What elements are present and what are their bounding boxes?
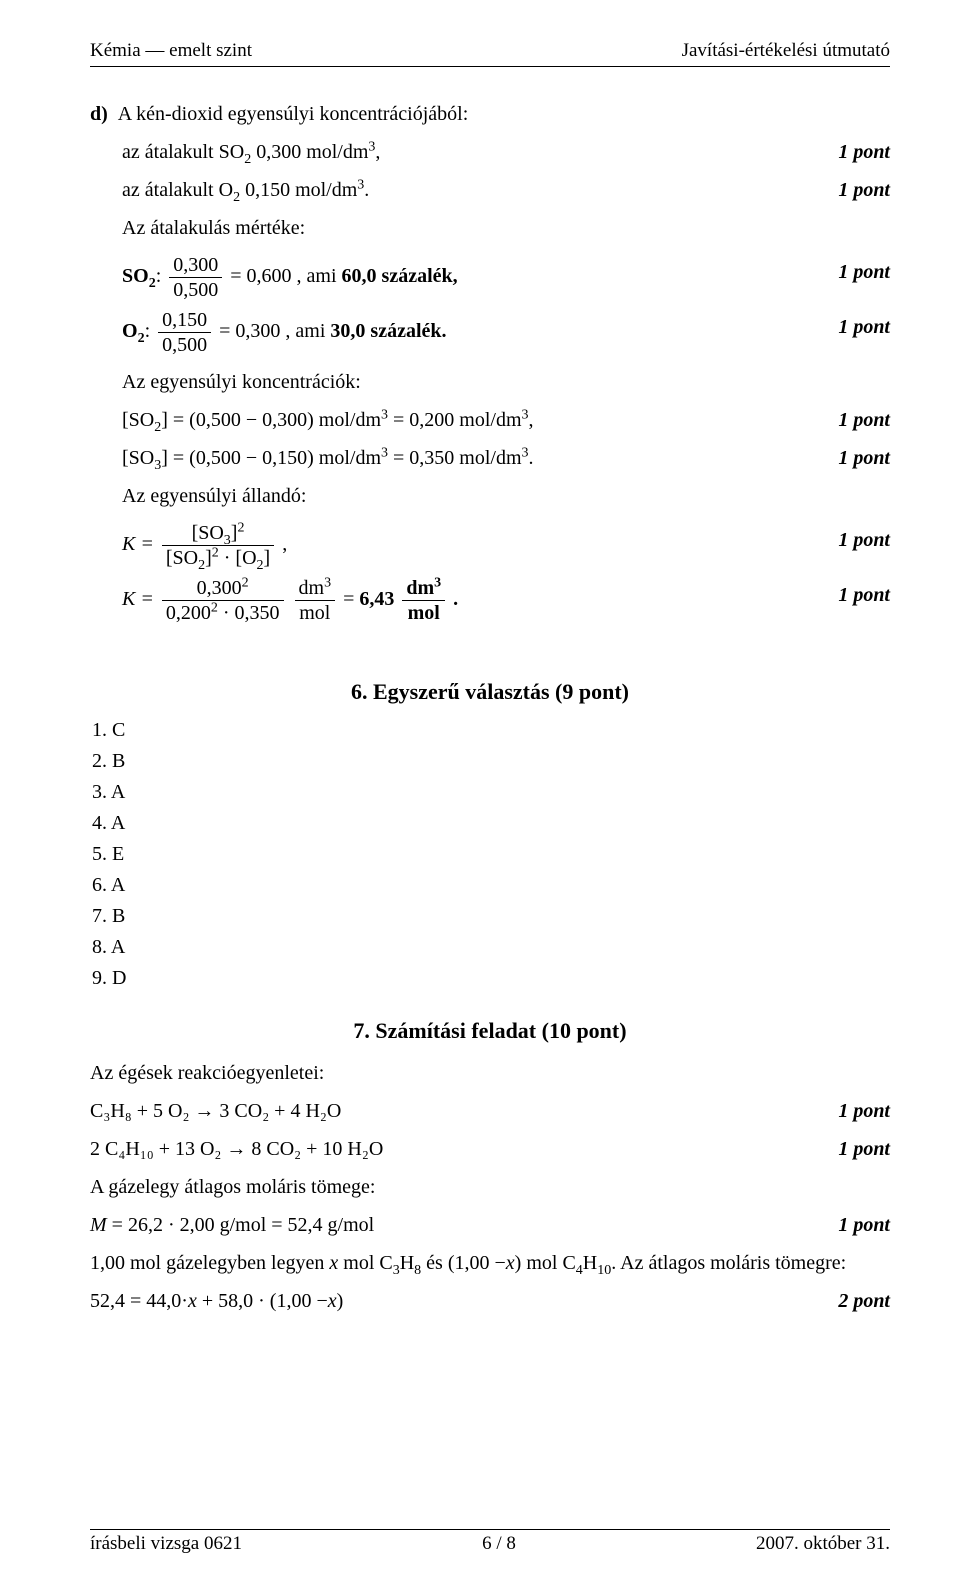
so2-conc: [SO2] = (0,500 − 0,300) mol/dm3 = 0,200 … bbox=[122, 401, 818, 439]
s7-mol-line: 1,00 mol gázelegyben legyen x mol C3H8 é… bbox=[90, 1244, 890, 1282]
section7-title: 7. Számítási feladat (10 pont) bbox=[90, 1018, 890, 1044]
s7-pt4: 2 pont bbox=[818, 1282, 890, 1320]
footer-rule bbox=[90, 1529, 890, 1530]
so2c-b: ] = (0,500 − 0,300) mol/dm bbox=[161, 409, 381, 431]
K-u1d: mol bbox=[295, 601, 336, 625]
s7-pt3: 1 pont bbox=[818, 1206, 890, 1244]
colon1: : bbox=[156, 265, 167, 287]
K-unit1: dm3 mol bbox=[295, 576, 336, 625]
so2-lbl: SO bbox=[122, 265, 149, 287]
so2c-a: [SO bbox=[122, 409, 154, 431]
frac-so2: 0,300 0,500 bbox=[169, 253, 222, 302]
K-u2d: mol bbox=[402, 601, 445, 625]
s7-final-eq: 52,4 = 44,0·x + 58,0 · (1,00 −x) bbox=[90, 1282, 818, 1320]
K-frac: [SO3]2 [SO2]2 · [O2] bbox=[162, 521, 274, 570]
K-eqv: = bbox=[343, 588, 359, 610]
s7-mass-eq: M = 26,2 · 2,00 g/mol = 52,4 g/mol bbox=[90, 1206, 818, 1244]
ans-8: 8. A bbox=[92, 932, 890, 963]
ans-7: 7. B bbox=[92, 901, 890, 932]
header-left: Kémia — emelt szint bbox=[90, 40, 252, 62]
K-num2: 0,3002 bbox=[162, 576, 284, 601]
so2-text: az átalakult SO bbox=[122, 141, 244, 163]
point-7: 1 pont bbox=[818, 521, 890, 559]
frac-o2-num: 0,150 bbox=[158, 308, 211, 333]
ans-1: 1. C bbox=[92, 715, 890, 746]
point-1: 1 pont bbox=[818, 133, 890, 171]
colon2: : bbox=[145, 320, 156, 342]
s7-pt1: 1 pont bbox=[818, 1092, 890, 1130]
so3c-c: = 0,350 mol/dm bbox=[388, 447, 522, 469]
point-8: 1 pont bbox=[818, 576, 890, 614]
s7-intro: Az égések reakcióegyenletei: bbox=[90, 1054, 890, 1092]
header-rule bbox=[90, 66, 890, 67]
s7-pt2: 1 pont bbox=[818, 1130, 890, 1168]
K-u2n: dm3 bbox=[402, 576, 445, 601]
point-2: 1 pont bbox=[818, 171, 890, 209]
so2-fraction-row: SO2: 0,300 0,500 = 0,600 , ami 60,0 száz… bbox=[122, 253, 818, 302]
K-num: [SO3]2 bbox=[162, 521, 274, 546]
footer-center: 6 / 8 bbox=[482, 1533, 516, 1555]
K-unit2: dm3 mol bbox=[402, 576, 445, 625]
frac-so2-den: 0,500 bbox=[169, 278, 222, 302]
o2-eq: = 0,300 , ami bbox=[219, 320, 330, 342]
so2-pct: 60,0 százalék, bbox=[342, 265, 458, 287]
ans-4: 4. A bbox=[92, 808, 890, 839]
ans-9: 9. D bbox=[92, 963, 890, 994]
ans-2: 2. B bbox=[92, 746, 890, 777]
so3c-b: ] = (0,500 − 0,150) mol/dm bbox=[161, 447, 381, 469]
conversion-title: Az átalakulás mértéke: bbox=[90, 209, 890, 247]
K-value: K = 0,3002 0,2002 · 0,350 dm3 mol = 6,43… bbox=[122, 576, 818, 625]
ans-5: 5. E bbox=[92, 839, 890, 870]
o2-fraction-row: O2: 0,150 0,500 = 0,300 , ami 30,0 száza… bbox=[122, 308, 818, 357]
o2-pct: 30,0 százalék. bbox=[330, 320, 446, 342]
o2-val: 0,150 mol/dm bbox=[240, 179, 357, 201]
K-val: 6,43 bbox=[359, 588, 394, 610]
point-5: 1 pont bbox=[818, 401, 890, 439]
so2-eq: = 0,600 , ami bbox=[230, 265, 341, 287]
point-6: 1 pont bbox=[818, 439, 890, 477]
header-right: Javítási-értékelési útmutató bbox=[682, 40, 890, 62]
frac-o2: 0,150 0,500 bbox=[158, 308, 211, 357]
so2-converted: az átalakult SO2 0,300 mol/dm3, bbox=[122, 133, 818, 171]
so3-conc: [SO3] = (0,500 − 0,150) mol/dm3 = 0,350 … bbox=[122, 439, 818, 477]
K-res-lbl: K = bbox=[122, 588, 159, 610]
answer-list: 1. C 2. B 3. A 4. A 5. E 6. A 7. B 8. A … bbox=[90, 715, 890, 994]
s7-eq1: C₃H₈ + 5 O₂ → 3 CO₂ + 4 H₂O bbox=[90, 1092, 818, 1130]
section6-title: 6. Egyszerű választás (9 pont) bbox=[90, 679, 890, 705]
eq-conc-title: Az egyensúlyi koncentrációk: bbox=[90, 363, 890, 401]
point-3: 1 pont bbox=[818, 253, 890, 291]
so2c-c: = 0,200 mol/dm bbox=[388, 409, 522, 431]
s7-eq2: 2 C₄H₁₀ + 13 O₂ → 8 CO₂ + 10 H₂O bbox=[90, 1130, 818, 1168]
o2-converted: az átalakult O2 0,150 mol/dm3. bbox=[122, 171, 818, 209]
d-title-text: A kén-dioxid egyensúlyi koncentrációjábó… bbox=[118, 103, 468, 125]
K-den2: 0,2002 · 0,350 bbox=[162, 601, 284, 625]
footer-left: írásbeli vizsga 0621 bbox=[90, 1533, 242, 1555]
so3c-a: [SO bbox=[122, 447, 154, 469]
eq-const-title: Az egyensúlyi állandó: bbox=[90, 477, 890, 515]
frac-so2-num: 0,300 bbox=[169, 253, 222, 278]
K-den: [SO2]2 · [O2] bbox=[162, 546, 274, 570]
K-num-frac: 0,3002 0,2002 · 0,350 bbox=[162, 576, 284, 625]
d-label: d) bbox=[90, 103, 108, 125]
K-definition: K = [SO3]2 [SO2]2 · [O2] , bbox=[122, 521, 818, 570]
o2-lbl: O bbox=[122, 320, 138, 342]
point-4: 1 pont bbox=[818, 308, 890, 346]
so3c-period: . bbox=[529, 447, 534, 469]
so2c-comma: , bbox=[529, 409, 534, 431]
s7-mass-title: A gázelegy átlagos moláris tömege: bbox=[90, 1168, 890, 1206]
o2-text: az átalakult O bbox=[122, 179, 233, 201]
footer-right: 2007. október 31. bbox=[756, 1533, 890, 1555]
section-d-title: d) A kén-dioxid egyensúlyi koncentrációj… bbox=[90, 95, 890, 133]
K-eq-lbl: K = bbox=[122, 533, 159, 555]
ans-3: 3. A bbox=[92, 777, 890, 808]
ans-6: 6. A bbox=[92, 870, 890, 901]
K-u1n: dm3 bbox=[295, 576, 336, 601]
frac-o2-den: 0,500 bbox=[158, 333, 211, 357]
so2-val: 0,300 mol/dm bbox=[251, 141, 368, 163]
